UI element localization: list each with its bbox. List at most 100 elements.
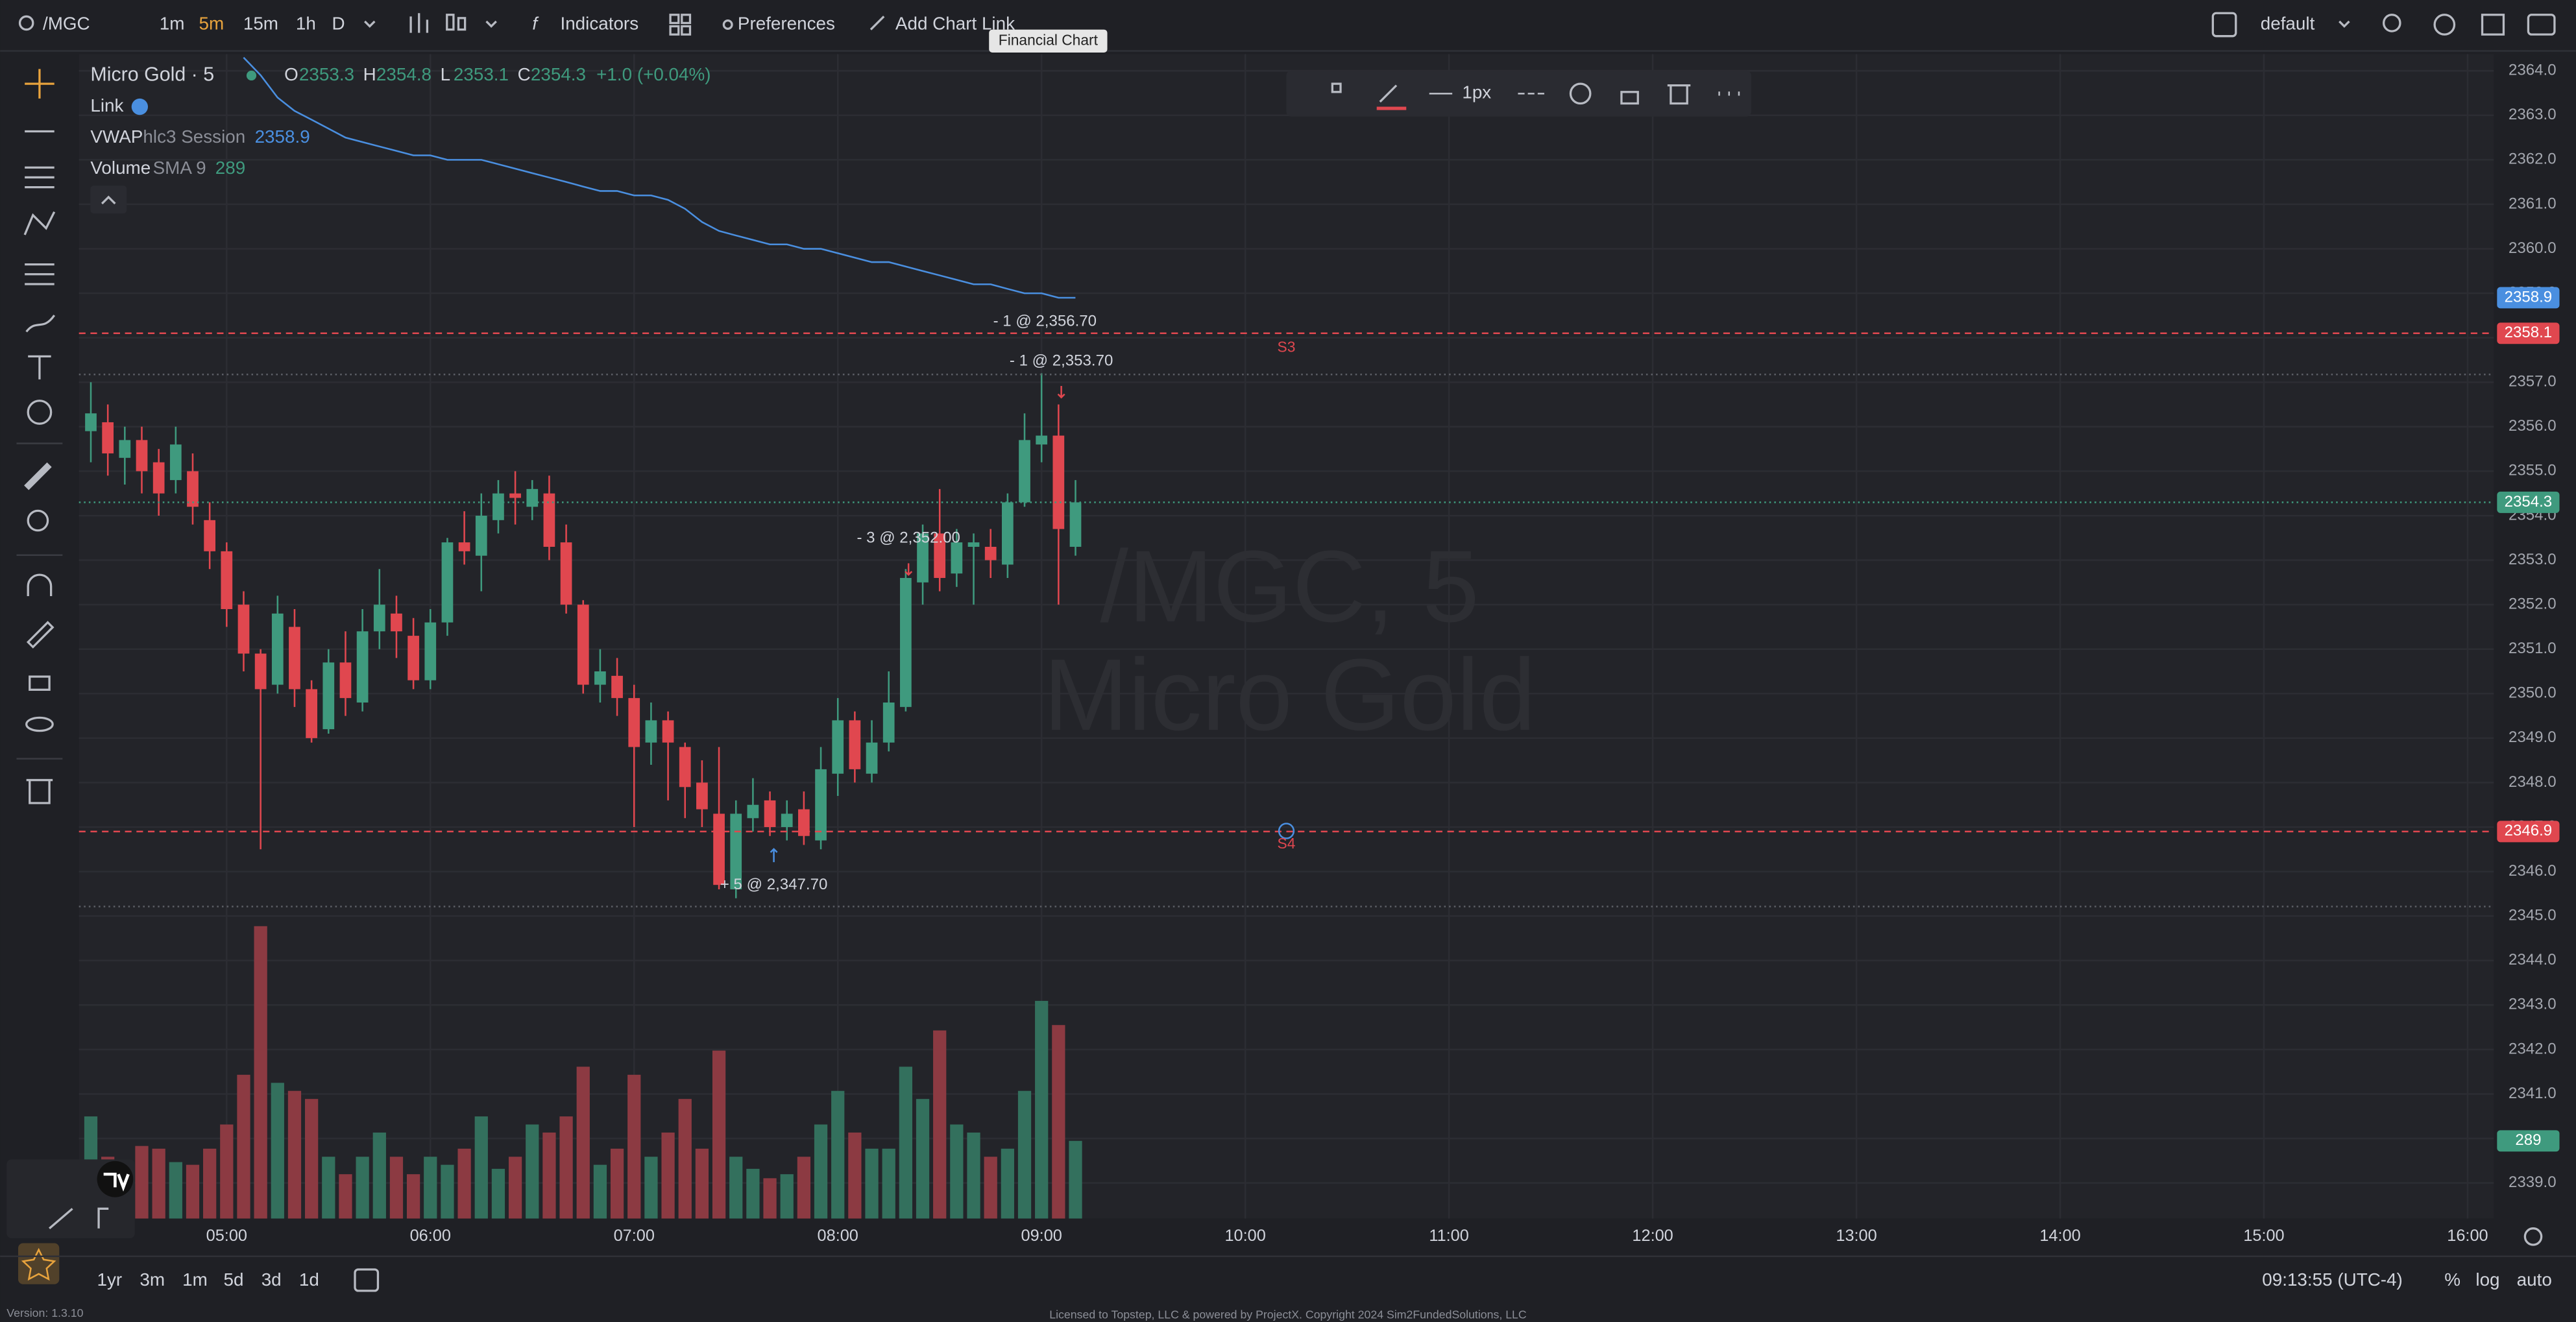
- y-tick-label: 2362.0: [2509, 150, 2557, 168]
- candle-type[interactable]: [446, 14, 455, 31]
- candle-body: [1019, 440, 1030, 503]
- ohlc-value: 2353.1: [454, 64, 509, 84]
- range[interactable]: 1d: [299, 1269, 319, 1290]
- preferences[interactable]: Preferences: [738, 13, 835, 33]
- lines-tool[interactable]: [25, 166, 55, 189]
- vwap-badge-bg: [2497, 287, 2560, 309]
- layout-name[interactable]: default: [2261, 13, 2315, 33]
- brush-tool[interactable]: [25, 315, 56, 333]
- interval[interactable]: 15m: [243, 13, 278, 33]
- settings-icon[interactable]: [1569, 82, 1592, 105]
- y-tick-label: 2339.0: [2509, 1173, 2557, 1191]
- zoom-icon[interactable]: [2382, 14, 2401, 32]
- pen-icon[interactable]: [1379, 84, 1398, 103]
- crosshair-tool[interactable]: [25, 69, 55, 99]
- hide-tool[interactable]: [25, 716, 54, 732]
- magnet-tool[interactable]: [27, 573, 53, 596]
- y-tick-label: 2346.0: [2509, 862, 2557, 880]
- candle-body: [882, 702, 895, 743]
- log-toggle[interactable]: log: [2475, 1269, 2499, 1290]
- buy-arrow: [770, 848, 778, 863]
- interval[interactable]: 1h: [296, 13, 316, 33]
- layout-icon: [681, 25, 692, 36]
- price-badge-bg: [2497, 821, 2560, 843]
- last-price-badge-bg: [2497, 491, 2560, 513]
- volume-bar: [746, 1168, 760, 1219]
- indicator-value: 2358.9: [255, 126, 310, 147]
- text-tool[interactable]: [28, 355, 51, 379]
- line-width[interactable]: 1px: [1462, 82, 1491, 102]
- license: Licensed to Topstep, LLC & powered by Pr…: [1049, 1308, 1527, 1321]
- indicator-value: 289: [215, 158, 245, 178]
- line-tool[interactable]: [49, 1208, 73, 1229]
- candle-body: [85, 413, 97, 431]
- indicator-name: VWAP: [90, 126, 143, 147]
- candle-body: [934, 533, 946, 578]
- indicators[interactable]: Indicators: [560, 13, 638, 33]
- y-tick-label: 2360.0: [2509, 239, 2557, 257]
- layout-icon[interactable]: [669, 14, 680, 25]
- date-picker[interactable]: [354, 1268, 380, 1292]
- x-tick-label: 05:00: [206, 1227, 247, 1245]
- y-tick-label: 2355.0: [2509, 462, 2557, 479]
- search-icon[interactable]: [18, 15, 34, 31]
- candle-body: [221, 551, 233, 609]
- interval[interactable]: D: [332, 13, 345, 33]
- layout-icon: [669, 25, 680, 36]
- auto-toggle[interactable]: auto: [2517, 1269, 2552, 1290]
- range[interactable]: 1yr: [97, 1269, 123, 1290]
- x-tick-label: 14:00: [2039, 1227, 2080, 1245]
- collapse-button[interactable]: [90, 186, 127, 214]
- fib-tool[interactable]: [25, 263, 55, 285]
- template-icon[interactable]: [1331, 82, 1342, 93]
- chart-type[interactable]: [409, 13, 429, 33]
- camera-icon[interactable]: [2527, 14, 2556, 36]
- ruler-tool[interactable]: [24, 462, 52, 490]
- link-label[interactable]: Link: [90, 95, 123, 115]
- volume-badge-bg: [2497, 1130, 2560, 1152]
- layout-icon: [681, 14, 692, 25]
- volume-bar: [831, 1090, 845, 1219]
- lock-draw-tool[interactable]: [26, 621, 55, 649]
- pattern-tool[interactable]: [23, 211, 56, 235]
- dropdown[interactable]: [2339, 20, 2350, 28]
- candle-body: [628, 698, 640, 747]
- candle-body: [917, 533, 929, 583]
- checkbox[interactable]: [2211, 12, 2237, 38]
- volume-bar: [203, 1148, 217, 1219]
- dropdown[interactable]: [485, 20, 497, 28]
- range[interactable]: 3m: [140, 1269, 165, 1290]
- lock-icon[interactable]: [1620, 91, 1639, 105]
- interval[interactable]: 1m: [160, 13, 185, 33]
- candle-body: [271, 613, 284, 685]
- dropdown[interactable]: [364, 20, 376, 28]
- zoom-tool[interactable]: [27, 509, 49, 532]
- candle-body: [560, 542, 572, 605]
- volume-bar: [1052, 1025, 1065, 1219]
- settings-icon[interactable]: [2433, 14, 2456, 36]
- volume-bar: [950, 1124, 964, 1219]
- candle-body: [594, 671, 606, 685]
- interval[interactable]: 5m: [199, 13, 224, 33]
- lock-tool[interactable]: [29, 675, 51, 691]
- volume-bar: [406, 1174, 420, 1219]
- favorite-button[interactable]: [18, 1243, 60, 1284]
- candle-body: [713, 813, 725, 885]
- axis-settings[interactable]: [2523, 1227, 2543, 1246]
- y-tick-label: 2349.0: [2509, 728, 2557, 746]
- symbol[interactable]: /MGC: [43, 13, 90, 33]
- delete-tool[interactable]: [26, 778, 53, 804]
- range[interactable]: 1m: [182, 1269, 208, 1290]
- flag-tool[interactable]: [97, 1207, 109, 1229]
- candle-body: [187, 471, 199, 507]
- delete-icon[interactable]: [1667, 84, 1691, 105]
- vwap-line: [243, 56, 1076, 299]
- emoji-tool[interactable]: [27, 400, 53, 425]
- anchor-handle[interactable]: [1278, 823, 1295, 839]
- fx-icon: f: [532, 13, 539, 33]
- percent-toggle[interactable]: %: [2444, 1269, 2461, 1290]
- candle-body: [764, 800, 776, 828]
- range[interactable]: 5d: [223, 1269, 243, 1290]
- range[interactable]: 3d: [261, 1269, 282, 1290]
- fullscreen-icon[interactable]: [2481, 14, 2505, 36]
